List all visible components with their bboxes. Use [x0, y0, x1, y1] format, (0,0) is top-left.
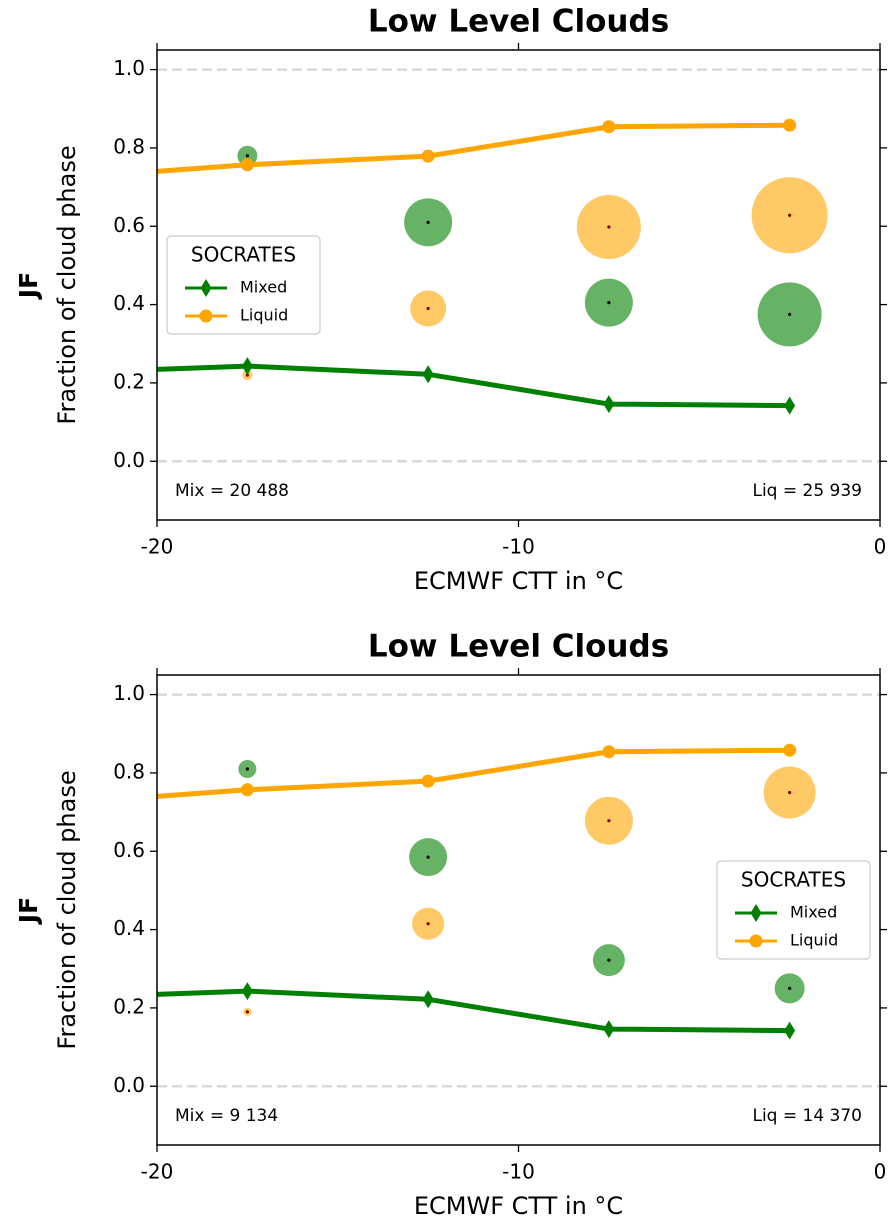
y-tick-label: 0.8 — [113, 759, 145, 783]
legend-label: Liquid — [790, 931, 838, 950]
axes-frame — [156, 49, 881, 521]
bubble-center — [788, 986, 792, 990]
marker — [241, 982, 253, 1001]
legend-marker — [200, 279, 212, 297]
bubble-center — [607, 958, 611, 962]
y-tick-label: 1.0 — [113, 56, 145, 80]
bubble-center — [426, 306, 430, 311]
bubble-center — [607, 225, 611, 229]
y-tick-label: 0.4 — [113, 291, 145, 315]
bubble-center — [607, 819, 611, 823]
legend-label: Mixed — [240, 278, 287, 297]
y-axis-label-bold: JF — [14, 897, 43, 925]
y-axis-label: Fraction of cloud phase — [53, 770, 81, 1049]
legend-box — [716, 860, 871, 960]
annotation: Liq = 25 939 — [752, 481, 862, 501]
bubble-center — [426, 220, 430, 224]
legend-marker — [750, 904, 762, 922]
bubble-center — [426, 922, 430, 926]
x-tick-label: 0 — [874, 535, 887, 559]
marker — [422, 990, 434, 1009]
bubble-center — [245, 1010, 249, 1014]
axes-frame — [156, 674, 881, 1146]
marker — [784, 1021, 796, 1040]
x-tick-label: -20 — [141, 1160, 174, 1184]
y-tick-label: 0.6 — [113, 838, 145, 862]
bubble-center — [788, 312, 792, 316]
marker — [603, 1020, 615, 1039]
chart-title: Low Level Clouds — [368, 629, 669, 665]
bubble-center — [245, 767, 249, 771]
annotation: Liq = 14 370 — [752, 1106, 862, 1126]
legend-title: SOCRATES — [741, 868, 846, 892]
y-tick-label: 0.0 — [113, 1073, 145, 1097]
bubble-center — [245, 154, 249, 158]
bubble-center — [426, 855, 430, 859]
y-tick-label: 0.2 — [113, 369, 145, 393]
annotation: Mix = 20 488 — [175, 481, 289, 501]
bubble-center — [607, 301, 611, 305]
x-tick-label: -10 — [502, 535, 535, 559]
x-tick-label: 0 — [874, 1160, 887, 1184]
y-tick-label: 1.0 — [113, 681, 145, 705]
bubble-center — [245, 373, 249, 377]
y-tick-label: 0.6 — [113, 213, 145, 237]
legend-marker — [749, 934, 763, 948]
plot-area — [157, 693, 880, 1088]
marker — [241, 357, 253, 376]
legend-label: Mixed — [790, 903, 837, 922]
plot-area — [157, 68, 880, 463]
legend-title: SOCRATES — [191, 243, 296, 267]
x-tick-label: -10 — [502, 1160, 535, 1184]
marker — [422, 365, 434, 384]
x-tick-label: -20 — [141, 535, 174, 559]
marker — [784, 396, 796, 415]
bubble-center — [788, 213, 792, 217]
x-axis-label: ECMWF CTT in °C — [414, 567, 623, 595]
y-tick-label: 0.8 — [113, 134, 145, 158]
legend-box — [166, 235, 321, 335]
marker — [240, 158, 254, 172]
y-tick-label: 0.0 — [113, 448, 145, 472]
chart: Low Level Clouds ECMWF CTT in °C JF Fractio… — [14, 629, 887, 1220]
chart-title: Low Level Clouds — [368, 4, 669, 40]
y-axis-label: Fraction of cloud phase — [53, 145, 81, 424]
bubble-center — [788, 790, 792, 795]
marker — [602, 120, 616, 134]
marker — [421, 774, 435, 788]
marker — [783, 118, 797, 132]
x-axis-label: ECMWF CTT in °C — [414, 1192, 623, 1220]
y-axis-label-bold: JF — [14, 272, 43, 300]
chart: Low Level Clouds ECMWF CTT in °C JF Fractio… — [14, 4, 887, 595]
legend-marker — [199, 309, 213, 323]
y-tick-label: 0.2 — [113, 994, 145, 1018]
marker — [602, 745, 616, 759]
marker — [603, 395, 615, 414]
legend-label: Liquid — [240, 306, 288, 325]
marker — [783, 743, 797, 757]
marker — [240, 783, 254, 797]
marker — [421, 149, 435, 163]
annotation: Mix = 9 134 — [175, 1106, 278, 1126]
y-tick-label: 0.4 — [113, 916, 145, 940]
